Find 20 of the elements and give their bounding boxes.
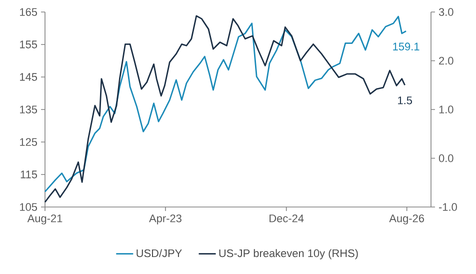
x-tick-label: Aug-21	[27, 214, 62, 224]
legend-label: USD/JPY	[136, 249, 182, 258]
y-tick-label: 155	[20, 40, 38, 48]
x-tick-label: Aug-26	[389, 214, 424, 224]
y2-tick-label: 2.0	[439, 56, 454, 65]
y2-tick-label: 1.0	[439, 106, 454, 114]
x-tick-label: Dec-24	[270, 214, 304, 222]
y2-tick-label: -1.0	[438, 203, 457, 211]
y-tick-label: 115	[20, 170, 38, 178]
y-tick-label: 125	[20, 138, 38, 146]
y-tick-label: 135	[20, 106, 38, 114]
y2-tick-label: 3.0	[438, 8, 454, 16]
data-label: 159.1	[393, 42, 420, 50]
legend-label: US-JP breakeven 10y (RHS)	[219, 249, 358, 260]
data-label: 1.5	[398, 96, 412, 104]
y-tick-label: 145	[20, 73, 38, 81]
y-tick-label: 105	[20, 203, 38, 211]
y-tick-label: 165	[20, 8, 38, 16]
y2-tick-label: 0.0	[438, 154, 454, 162]
x-tick-label: Apr-23	[149, 214, 182, 224]
